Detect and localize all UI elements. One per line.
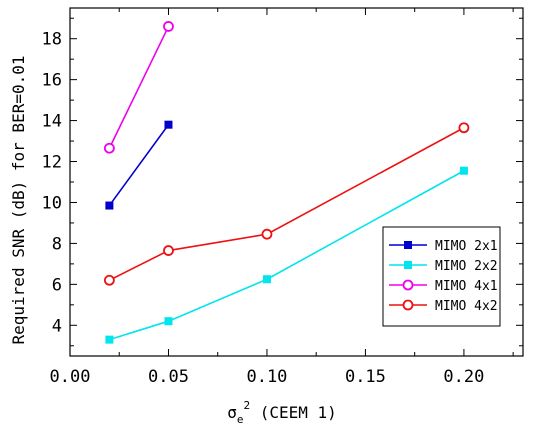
y-tick-label: 6 (52, 275, 62, 295)
series-mimo-2x1 (105, 120, 173, 210)
x-axis-title: σe2 (CEEM 1) (227, 399, 337, 426)
y-tick-label: 8 (52, 234, 62, 254)
series-group (103, 21, 470, 344)
data-point (164, 317, 173, 326)
series-mimo-4x2 (103, 122, 470, 286)
y-tick-label: 16 (42, 71, 62, 91)
data-point (261, 228, 273, 240)
series-line (109, 127, 465, 281)
legend-marker (404, 261, 412, 269)
data-point (262, 275, 271, 284)
legend-label: MIMO 4x1 (435, 279, 498, 294)
series-line (108, 26, 170, 149)
legend-marker (404, 241, 412, 249)
legend-box (382, 226, 501, 327)
x-axis-title-sup: 2 (243, 399, 250, 412)
data-point (164, 120, 173, 129)
y-tick-label: 12 (42, 153, 62, 173)
data-point (458, 122, 470, 134)
y-axis-title: Required SNR (dB) for BER=0.01 (9, 56, 28, 345)
series-line (109, 170, 465, 341)
x-tick-label: 0.20 (443, 367, 484, 387)
axes: 0.00 0.05 0.10 0.15 0.20 4 6 8 10 12 14 16 18 (42, 8, 523, 387)
data-point (103, 142, 115, 154)
y-tick-label: 4 (52, 316, 62, 336)
legend-label: MIMO 2x1 (435, 239, 498, 254)
x-tick-label: 0.15 (345, 367, 386, 387)
legend-label: MIMO 2x2 (435, 259, 498, 274)
x-tick-label: 0.10 (246, 367, 287, 387)
x-axis-title-sub: e (237, 413, 244, 426)
y-tick-label: 18 (42, 30, 62, 50)
data-point (103, 274, 115, 286)
series-mimo-4x1 (103, 21, 174, 154)
x-tick-label: 0.05 (148, 367, 189, 387)
legend-label: MIMO 4x2 (435, 299, 498, 314)
x-axis-title-rest: (CEEM 1) (250, 403, 337, 422)
data-point (105, 201, 114, 210)
data-point (163, 245, 174, 256)
x-tick-label: 0.00 (50, 367, 91, 387)
series-mimo-2x2 (105, 166, 468, 344)
data-point (459, 166, 468, 175)
series-line (108, 124, 170, 207)
legend: MIMO 2x1 MIMO 2x2 MIMO 4x1 MIMO 4x2 (382, 226, 501, 327)
data-point (105, 335, 114, 344)
legend-marker (402, 279, 414, 291)
y-tick-label: 10 (42, 193, 62, 213)
x-axis-title-base: σ (227, 403, 237, 422)
y-tick-label: 14 (42, 112, 62, 132)
data-point (163, 21, 174, 32)
legend-marker (402, 299, 414, 311)
